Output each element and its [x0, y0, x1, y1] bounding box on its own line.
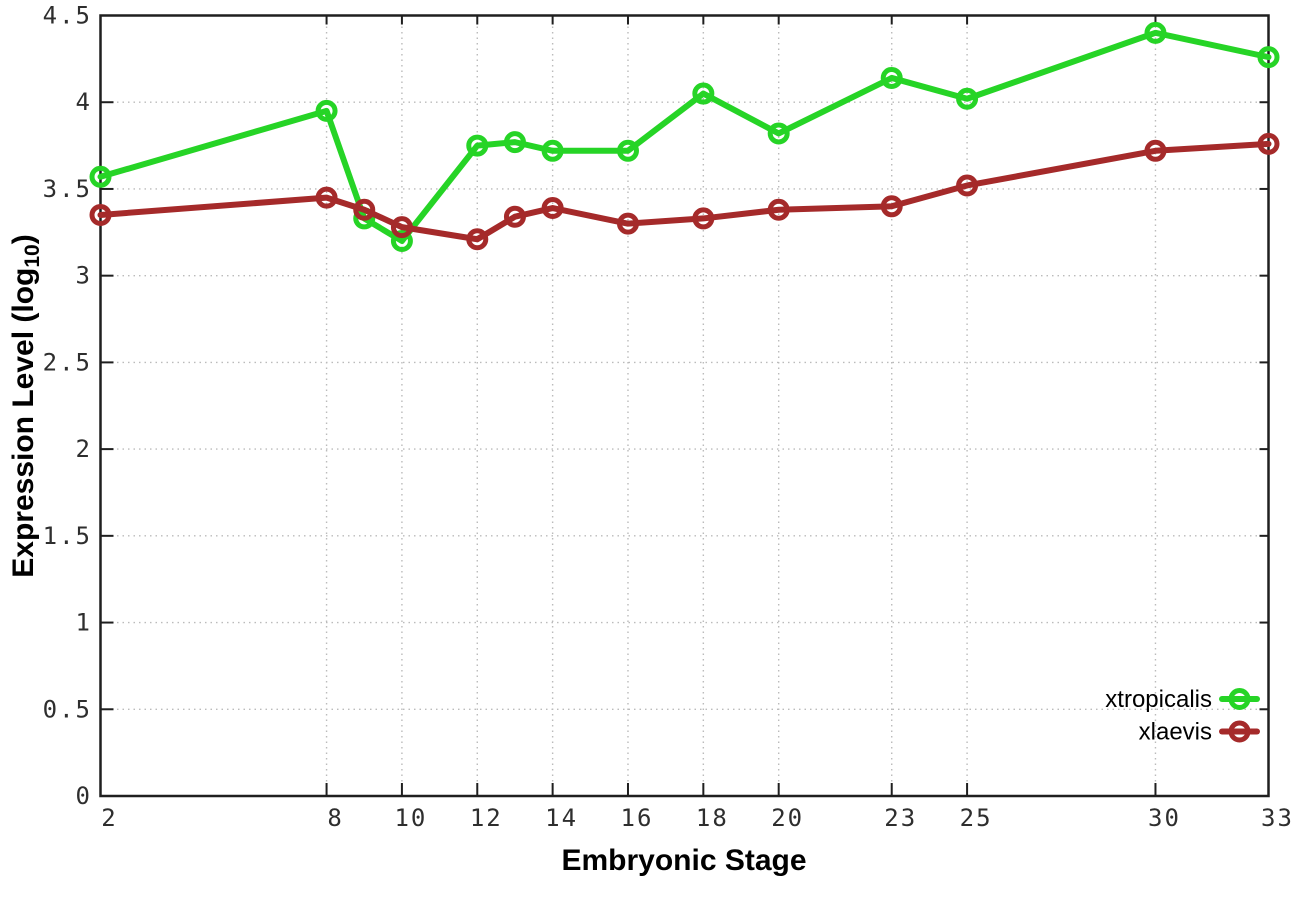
- data-point-xtropicalis: [466, 134, 489, 157]
- data-point-xlaevis: [1144, 139, 1167, 162]
- data-point-xtropicalis: [692, 82, 715, 105]
- data-point-xtropicalis: [616, 139, 639, 162]
- x-tick-label: 14: [545, 804, 578, 832]
- y-tick-label: 4.5: [43, 2, 92, 30]
- y-tick-label: 0.5: [43, 695, 92, 723]
- data-point-xlaevis: [1257, 132, 1280, 155]
- x-tick-label: 23: [884, 804, 917, 832]
- y-tick-label: 4: [76, 88, 92, 116]
- data-point-xlaevis: [503, 205, 526, 228]
- y-tick-label: 3: [76, 262, 92, 290]
- data-point-xlaevis: [692, 207, 715, 230]
- legend-label-xlaevis: xlaevis: [1139, 719, 1212, 746]
- y-tick-label: 2: [76, 435, 92, 463]
- x-tick-label: 2: [101, 804, 117, 832]
- legend-sample-marker-xtropicalis: [1228, 688, 1251, 710]
- y-tick-label: 1: [76, 609, 92, 637]
- y-axis-title-base: Expression Level (log: [7, 267, 41, 578]
- data-point-xtropicalis: [89, 165, 112, 188]
- x-tick-label: 10: [394, 804, 427, 832]
- data-point-xtropicalis: [956, 87, 979, 110]
- x-tick-label: 30: [1148, 804, 1181, 832]
- series-line-xlaevis: [97, 140, 1272, 243]
- y-tick-label: 2.5: [43, 348, 92, 376]
- x-tick-label: 12: [470, 804, 503, 832]
- data-point-xtropicalis: [541, 139, 564, 162]
- data-point-xlaevis: [390, 216, 413, 239]
- data-point-xlaevis: [956, 174, 979, 197]
- x-tick-label: 18: [696, 804, 729, 832]
- series-line-xtropicalis: [97, 29, 1272, 244]
- x-tick-label: 33: [1261, 804, 1294, 832]
- legend-sample-marker-xlaevis: [1228, 720, 1251, 743]
- data-point-xtropicalis: [1257, 46, 1280, 69]
- x-tick-label: 25: [960, 804, 993, 832]
- y-axis-title-close: ): [7, 234, 41, 245]
- x-tick-label: 16: [621, 804, 654, 832]
- y-tick-label: 1.5: [43, 522, 92, 550]
- x-tick-label: 8: [327, 804, 343, 832]
- y-axis-title-subscript: 10: [20, 244, 44, 268]
- data-point-xtropicalis: [880, 66, 903, 89]
- x-tick-label: 20: [771, 804, 804, 832]
- data-point-xtropicalis: [315, 99, 338, 122]
- y-tick-label: 3.5: [43, 175, 92, 203]
- data-point-xtropicalis: [503, 131, 526, 154]
- y-tick-label: 0: [76, 782, 92, 810]
- data-point-xlaevis: [353, 198, 376, 221]
- data-point-xlaevis: [89, 203, 112, 226]
- data-point-xtropicalis: [390, 229, 413, 252]
- data-point-xlaevis: [541, 197, 564, 220]
- data-point-xlaevis: [466, 228, 489, 251]
- data-point-xlaevis: [315, 186, 338, 209]
- data-point-xtropicalis: [1144, 21, 1167, 44]
- y-axis-title: Expression Level (log10): [7, 234, 45, 577]
- x-axis-title: Embryonic Stage: [561, 844, 807, 877]
- data-point-xlaevis: [616, 212, 639, 235]
- plot-frame: [99, 14, 1270, 798]
- data-point-xlaevis: [880, 195, 903, 218]
- data-point-xlaevis: [767, 198, 790, 221]
- data-point-xtropicalis: [767, 122, 790, 145]
- legend-label-xtropicalis: xtropicalis: [1105, 686, 1212, 713]
